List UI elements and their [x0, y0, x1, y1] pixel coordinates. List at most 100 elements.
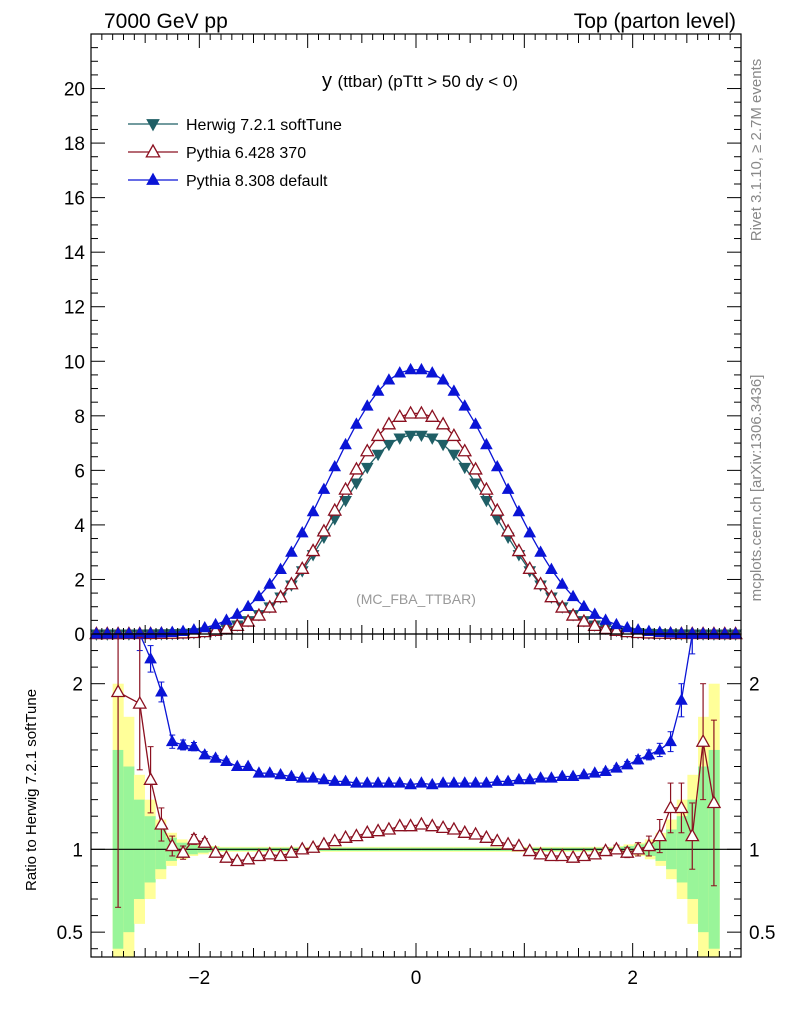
point-pythia6 — [424, 408, 440, 422]
ratio-y-tick-label-left: 1 — [72, 840, 83, 861]
x-tick-label: 0 — [411, 968, 422, 989]
ratio-point-pythia6 — [424, 818, 440, 832]
ratio-point-pythia8 — [241, 759, 255, 772]
ratio-y-tick-label-right: 0.5 — [749, 923, 775, 944]
ratio-frame — [90, 633, 742, 958]
point-pythia6 — [468, 461, 483, 475]
chart-title-main: y — [322, 70, 338, 92]
ratio-point-pythia6 — [208, 844, 223, 858]
ratio-point-pythia8 — [620, 758, 634, 770]
point-herwig — [436, 439, 450, 452]
point-herwig — [447, 449, 461, 462]
ratio-point-pythia6 — [316, 836, 332, 850]
point-pythia8 — [176, 624, 190, 636]
ratio-point-pythia6 — [370, 823, 386, 837]
ratio-point-pythia8 — [155, 685, 168, 697]
ratio-point-pythia8 — [545, 771, 558, 783]
ratio-point-pythia6 — [619, 844, 635, 858]
point-pythia8 — [371, 384, 385, 396]
point-pythia6 — [327, 502, 343, 516]
ratio-point-pythia6 — [468, 826, 483, 840]
ratio-point-pythia8 — [653, 743, 667, 755]
point-pythia6 — [262, 599, 278, 613]
ratio-point-pythia6 — [587, 846, 603, 860]
point-pythia6 — [392, 408, 408, 422]
ratio-point-pythia8 — [220, 754, 233, 767]
point-pythia6 — [208, 622, 223, 637]
point-pythia8 — [144, 626, 157, 638]
ratio-y-tick-label-right: 2 — [749, 675, 760, 696]
point-pythia6 — [565, 607, 581, 621]
point-pythia6 — [544, 589, 559, 603]
point-pythia8 — [436, 373, 450, 385]
point-herwig — [425, 433, 439, 445]
ratio-point-pythia6 — [652, 828, 668, 842]
ratio-point-pythia8 — [599, 764, 612, 776]
point-pythia8 — [285, 545, 298, 557]
point-pythia6 — [219, 620, 234, 635]
ratio-point-pythia6 — [338, 829, 353, 843]
ratio-point-pythia6 — [446, 821, 462, 835]
point-pythia6 — [305, 543, 321, 557]
point-herwig — [480, 495, 493, 508]
point-pythia8 — [230, 607, 244, 619]
point-pythia8 — [480, 437, 493, 450]
point-pythia8 — [100, 627, 114, 639]
point-pythia8 — [274, 562, 287, 574]
legend-label-pythia8: Pythia 8.308 default — [186, 173, 328, 190]
ratio-point-pythia6 — [284, 844, 299, 858]
legend-marker-pythia8 — [146, 172, 160, 185]
ratio-point-pythia8 — [480, 776, 493, 788]
point-pythia6 — [414, 405, 429, 419]
ratio-point-pythia8 — [209, 751, 222, 763]
point-pythia6 — [240, 613, 256, 627]
ratio-point-pythia8 — [685, 634, 699, 639]
point-pythia8 — [545, 562, 558, 574]
point-pythia6 — [435, 416, 451, 430]
ratio-point-pythia8 — [415, 776, 428, 788]
ratio-point-pythia6 — [414, 816, 429, 830]
ratio-point-pythia6 — [392, 818, 408, 832]
ratio-point-pythia6 — [175, 844, 191, 858]
ratio-point-pythia6 — [143, 771, 158, 785]
point-pythia8 — [620, 620, 634, 633]
ratio-y-tick-label-right: 1 — [749, 840, 760, 861]
ratio-point-pythia8 — [165, 734, 179, 747]
ratio-point-pythia8 — [285, 769, 298, 781]
ratio-point-pythia6 — [273, 848, 288, 862]
y-tick-label: 20 — [64, 80, 85, 101]
ratio-point-pythia6 — [435, 819, 451, 833]
ratio-point-pythia8 — [295, 771, 309, 783]
ratio-point-pythia6 — [229, 853, 245, 867]
ratio-point-pythia8 — [360, 776, 374, 788]
ratio-point-pythia6 — [154, 816, 169, 830]
point-pythia6 — [479, 481, 494, 495]
ratio-point-pythia8 — [501, 774, 515, 786]
point-pythia8 — [360, 399, 374, 411]
ratio-panel: 0.5 0.5 1 1 2 2 −2 0 2 Ratio to Herwig 7.2.1 soft… — [23, 633, 775, 989]
point-pythia8 — [555, 577, 569, 589]
point-herwig — [360, 462, 374, 475]
ratio-point-pythia8 — [198, 748, 212, 760]
ratio-point-pythia8 — [447, 776, 461, 788]
point-pythia8 — [729, 627, 742, 639]
y-tick-label: 6 — [74, 461, 85, 482]
x-tick-label: 2 — [627, 968, 638, 989]
point-pythia6 — [316, 523, 332, 537]
point-herwig — [404, 430, 417, 443]
ratio-point-pythia6 — [403, 818, 418, 832]
point-pythia8 — [512, 504, 526, 517]
ratio-point-pythia6 — [576, 848, 592, 862]
point-pythia6 — [489, 502, 505, 516]
ratio-point-pythia8 — [350, 776, 363, 788]
y-tick-label: 10 — [64, 352, 85, 373]
point-pythia6 — [229, 618, 245, 632]
ratio-point-pythia6 — [240, 851, 256, 865]
y-tick-label: 4 — [74, 516, 85, 537]
ratio-plot-area — [91, 634, 741, 957]
legend-marker-herwig — [146, 119, 160, 132]
ratio-point-pythia6 — [305, 839, 321, 853]
ratio-point-pythia8 — [274, 767, 287, 780]
